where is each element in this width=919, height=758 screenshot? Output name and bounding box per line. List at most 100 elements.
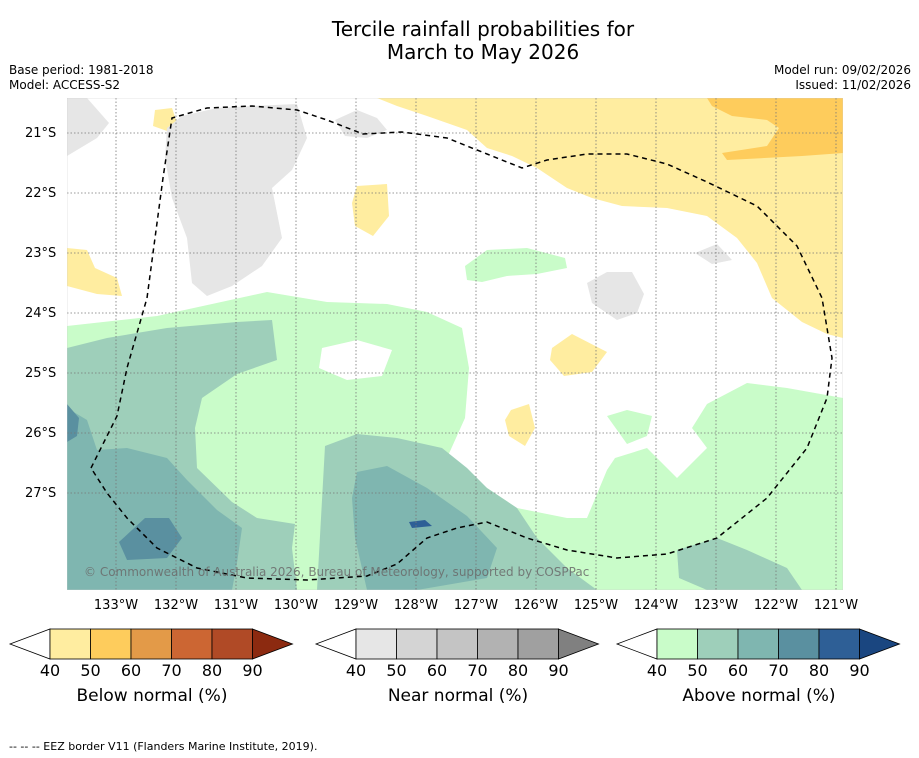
- lon-label: 123°W: [693, 598, 739, 613]
- lon-label: 129°W: [333, 598, 379, 613]
- above-colorbar-min-arrow: [615, 628, 658, 660]
- copyright-text: © Commonwealth of Australia 2026, Bureau…: [84, 565, 590, 579]
- colorbar-below-title: Below normal (%): [76, 686, 228, 706]
- lat-label: 23°S: [25, 246, 57, 261]
- below-normal-patch-3: [352, 184, 389, 236]
- map-title: Tercile rainfall probabilities for March…: [0, 18, 919, 64]
- above-normal-region-70: [119, 518, 182, 560]
- above-colorbar-tick: 70: [768, 661, 789, 680]
- lon-label: 124°W: [633, 598, 679, 613]
- lat-label: 27°S: [25, 486, 57, 501]
- above-normal-region-40: [67, 292, 843, 590]
- lon-label: 128°W: [393, 598, 439, 613]
- below-colorbar-segment: [130, 628, 172, 660]
- above-colorbar-segment: [737, 628, 779, 660]
- near-colorbar-segment: [355, 628, 397, 660]
- title-line-1: Tercile rainfall probabilities for: [331, 17, 635, 41]
- above-colorbar-tick: 50: [687, 661, 708, 680]
- near-normal-region-3: [335, 110, 387, 138]
- map-canvas: [67, 98, 843, 590]
- model-run-text: Model run: 09/02/2026: [773, 63, 911, 77]
- lat-label: 21°S: [25, 126, 57, 141]
- colorbar-near-normal: [314, 628, 600, 660]
- below-colorbar-segment: [90, 628, 132, 660]
- lat-label: 22°S: [25, 186, 57, 201]
- above-normal-region-50c: [677, 538, 802, 590]
- below-colorbar-min-arrow: [8, 628, 51, 660]
- near-colorbar-max-arrow: [558, 628, 600, 660]
- model-text: Model: ACCESS-S2: [9, 78, 121, 92]
- near-colorbar-tick: 40: [345, 661, 367, 680]
- above-normal-region-70b: [67, 404, 79, 442]
- lon-label: 126°W: [513, 598, 559, 613]
- below-normal-region-60: [707, 98, 843, 160]
- graticule: [67, 98, 843, 590]
- above-colorbar-tick: 80: [808, 661, 830, 680]
- below-colorbar-segment: [211, 628, 253, 660]
- near-normal-region-2: [67, 98, 109, 156]
- above-colorbar-max-arrow: [859, 628, 901, 660]
- near-colorbar-tick: 50: [386, 661, 407, 680]
- near-colorbar-tick: 90: [548, 661, 569, 680]
- colorbar-above-title: Above normal (%): [682, 686, 836, 706]
- lon-label: 127°W: [453, 598, 499, 613]
- near-colorbar-tick: 80: [507, 661, 529, 680]
- near-normal-region-5: [695, 244, 732, 264]
- below-colorbar-segment: [49, 628, 91, 660]
- eez-footnote: -- -- -- EEZ border V11 (Flanders Marine…: [9, 740, 318, 753]
- colorbars: [8, 628, 901, 660]
- lon-label: 130°W: [273, 598, 319, 613]
- near-colorbar-segment: [396, 628, 438, 660]
- below-colorbar-tick: 50: [80, 661, 101, 680]
- below-colorbar-tick: 70: [161, 661, 182, 680]
- below-colorbar-max-arrow: [252, 628, 294, 660]
- below-colorbar-tick: 60: [120, 661, 142, 680]
- below-colorbar-tick: 40: [39, 661, 61, 680]
- neutral-hole: [319, 340, 392, 380]
- above-colorbar-tick: 90: [849, 661, 870, 680]
- above-colorbar-tick: 40: [646, 661, 668, 680]
- above-colorbar-segment: [778, 628, 820, 660]
- lon-label: 125°W: [573, 598, 619, 613]
- below-normal-patch-1: [67, 248, 122, 296]
- colorbar-near-title: Near normal (%): [387, 686, 529, 706]
- lat-label: 26°S: [25, 426, 57, 441]
- issued-text: Issued: 11/02/2026: [795, 78, 911, 92]
- above-colorbar-tick: 60: [727, 661, 749, 680]
- above-normal-region-80: [409, 520, 432, 528]
- lon-label: 131°W: [213, 598, 259, 613]
- meta-left: Base period: 1981-2018 Model: ACCESS-S2: [9, 63, 154, 93]
- below-colorbar-segment: [171, 628, 213, 660]
- near-colorbar-tick: 70: [467, 661, 488, 680]
- below-colorbar-tick: 80: [201, 661, 223, 680]
- above-colorbar-segment: [656, 628, 698, 660]
- below-normal-patch-4: [550, 334, 607, 376]
- near-colorbar-segment: [436, 628, 478, 660]
- above-normal-region-40b: [465, 248, 567, 282]
- near-colorbar-segment: [477, 628, 519, 660]
- lon-label: 121°W: [813, 598, 859, 613]
- near-colorbar-min-arrow: [314, 628, 357, 660]
- base-period-text: Base period: 1981-2018: [9, 63, 154, 77]
- near-colorbar-segment: [517, 628, 559, 660]
- below-normal-patch-5: [505, 404, 535, 446]
- eez-border: [90, 105, 833, 581]
- above-normal-region-60: [67, 408, 242, 590]
- lon-label: 122°W: [753, 598, 799, 613]
- lon-label: 133°W: [93, 598, 139, 613]
- title-line-2: March to May 2026: [386, 40, 580, 64]
- lat-label: 25°S: [25, 366, 57, 381]
- near-colorbar-tick: 60: [426, 661, 448, 680]
- lon-label: 132°W: [153, 598, 199, 613]
- below-colorbar-tick: 90: [242, 661, 263, 680]
- forecast-map: [67, 98, 843, 590]
- colorbar-below-normal: [8, 628, 294, 660]
- colorbar-above-normal: [615, 628, 901, 660]
- lat-label: 24°S: [25, 306, 57, 321]
- near-normal-region-4: [587, 272, 644, 320]
- above-colorbar-segment: [697, 628, 739, 660]
- above-colorbar-segment: [818, 628, 860, 660]
- meta-right: Model run: 09/02/2026 Issued: 11/02/2026: [774, 63, 911, 93]
- above-normal-region-40c: [607, 410, 652, 444]
- above-normal-region-60b: [352, 466, 497, 590]
